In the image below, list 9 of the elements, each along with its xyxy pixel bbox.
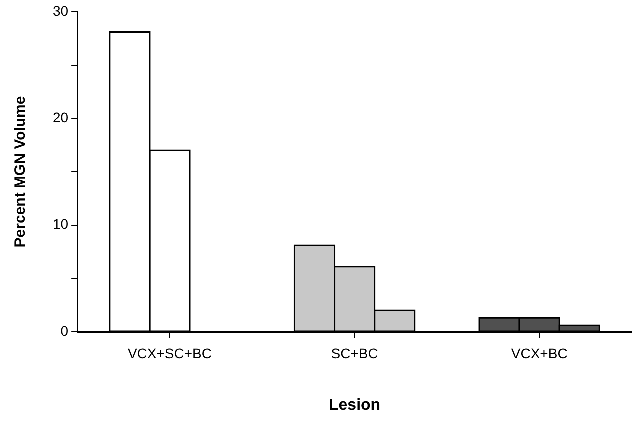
x-axis-title: Lesion bbox=[329, 396, 381, 414]
y-tick-label: 30 bbox=[52, 2, 69, 19]
y-tick-label: 0 bbox=[60, 322, 69, 339]
x-tick-label: VCX+BC bbox=[511, 345, 568, 362]
y-axis-title: Percent MGN Volume bbox=[12, 96, 30, 248]
y-tick-label: 10 bbox=[52, 216, 69, 232]
x-tick-label: SC+BC bbox=[331, 345, 378, 362]
y-tick-label: 20 bbox=[52, 110, 69, 126]
x-tick-label: VCX+SC+BC bbox=[128, 345, 212, 362]
